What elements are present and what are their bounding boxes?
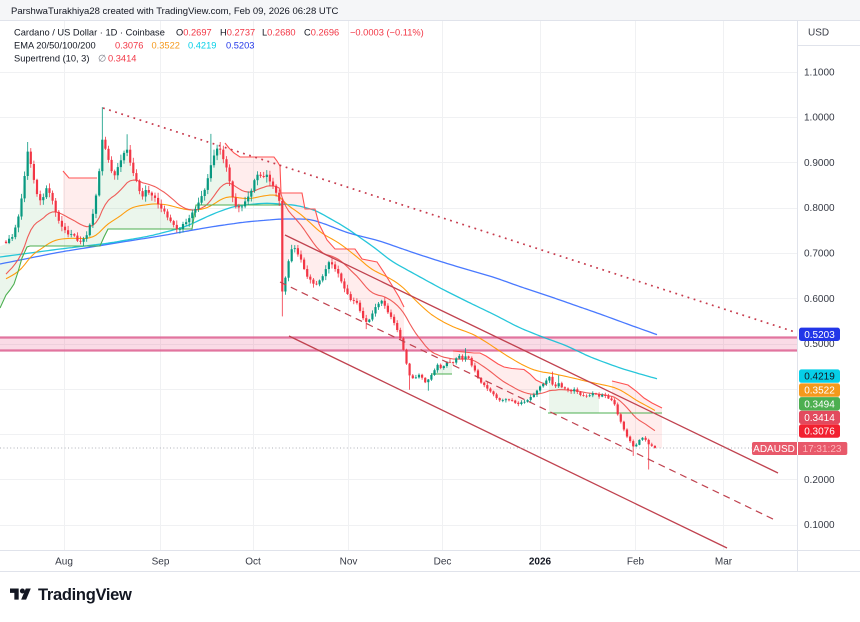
svg-text:Nov: Nov xyxy=(340,557,358,568)
svg-text:0.1000: 0.1000 xyxy=(804,520,835,531)
svg-text:ADAUSD: ADAUSD xyxy=(753,444,795,455)
svg-text:0.3522: 0.3522 xyxy=(804,386,835,397)
svg-text:ParshwaTurakhiya28 created wit: ParshwaTurakhiya28 created with TradingV… xyxy=(11,6,339,17)
svg-text:0.3414: 0.3414 xyxy=(804,413,835,424)
svg-text:0.5000: 0.5000 xyxy=(804,339,835,350)
svg-text:Sep: Sep xyxy=(152,557,170,568)
svg-text:0.9000: 0.9000 xyxy=(804,158,835,169)
svg-text:Supertrend (10, 3)∅0.3414: Supertrend (10, 3) ∅ 0.3414 xyxy=(14,54,136,64)
svg-text:1.0000: 1.0000 xyxy=(804,113,835,124)
svg-text:Mar: Mar xyxy=(715,557,733,568)
svg-text:0.4219: 0.4219 xyxy=(804,372,835,383)
svg-text:TradingView: TradingView xyxy=(38,586,132,604)
svg-text:0.6000: 0.6000 xyxy=(804,294,835,305)
svg-text:0.3494: 0.3494 xyxy=(804,399,835,410)
svg-text:Aug: Aug xyxy=(55,557,73,568)
svg-text:0.2000: 0.2000 xyxy=(804,475,835,486)
svg-text:0.7000: 0.7000 xyxy=(804,249,835,260)
svg-text:Feb: Feb xyxy=(627,557,645,568)
svg-text:Oct: Oct xyxy=(245,557,261,568)
svg-text:1.1000: 1.1000 xyxy=(804,67,835,78)
svg-text:2026: 2026 xyxy=(529,557,552,568)
svg-text:Dec: Dec xyxy=(434,557,452,568)
svg-text:USD: USD xyxy=(808,28,829,39)
svg-text:0.3076: 0.3076 xyxy=(804,427,835,438)
svg-text:0.8000: 0.8000 xyxy=(804,203,835,214)
svg-text:0.5203: 0.5203 xyxy=(804,330,835,341)
svg-text:17:31:23: 17:31:23 xyxy=(803,444,842,455)
